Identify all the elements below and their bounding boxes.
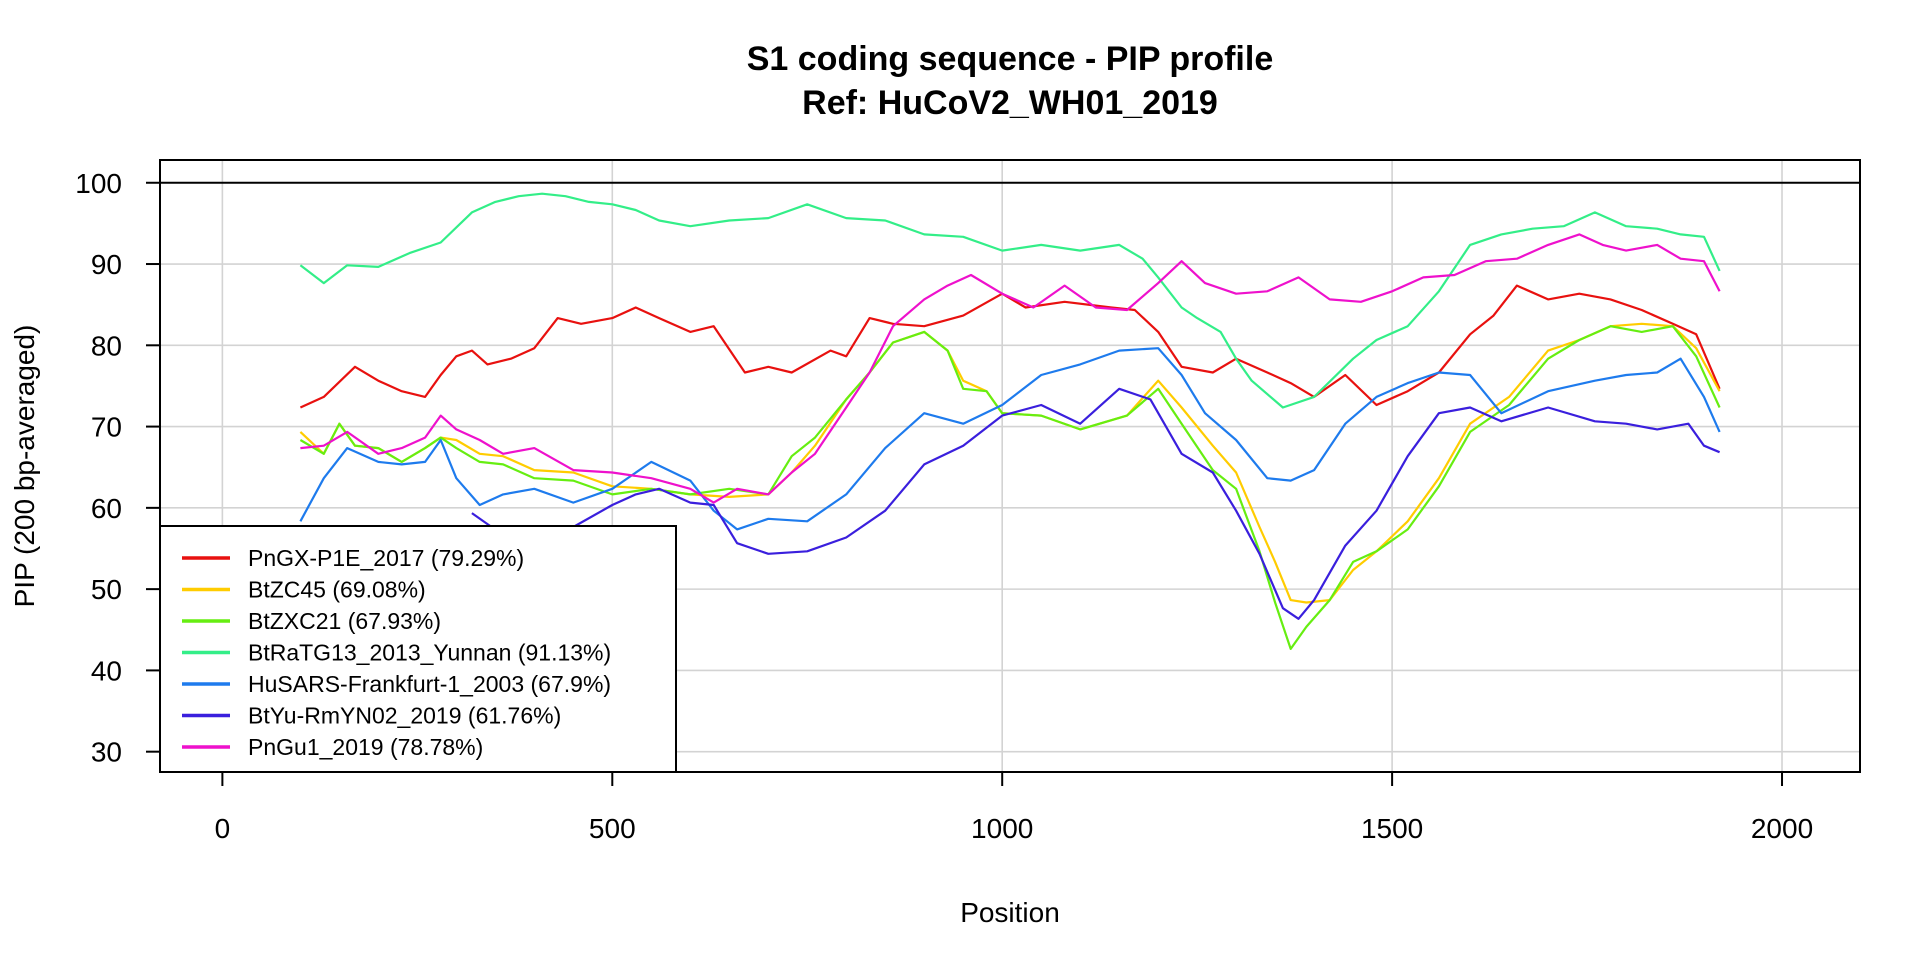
x-tick-label: 1000 bbox=[971, 813, 1033, 844]
y-tick-label: 100 bbox=[75, 168, 122, 199]
x-tick-label: 500 bbox=[589, 813, 636, 844]
y-tick-label: 40 bbox=[91, 655, 122, 686]
x-axis: 0 500 1000 1500 2000 bbox=[215, 772, 1813, 844]
legend-entry: BtRaTG13_2013_Yunnan (91.13%) bbox=[248, 640, 611, 666]
series-line-3 bbox=[299, 325, 1721, 651]
legend-entry: PnGX-P1E_2017 (79.29%) bbox=[248, 545, 524, 571]
chart-subtitle: Ref: HuCoV2_WH01_2019 bbox=[802, 84, 1218, 122]
legend-entry: HuSARS-Frankfurt-1_2003 (67.9%) bbox=[248, 671, 611, 697]
y-tick-label: 60 bbox=[91, 493, 122, 524]
series-line-7 bbox=[300, 233, 1721, 504]
series-line-5 bbox=[299, 347, 1721, 531]
x-axis-label: Position bbox=[960, 897, 1060, 928]
y-tick-label: 50 bbox=[91, 574, 122, 605]
y-axis-label: PIP (200 bp-averaged) bbox=[9, 325, 40, 608]
series-line-1 bbox=[299, 284, 1721, 409]
y-tick-label: 90 bbox=[91, 249, 122, 280]
series-line-4 bbox=[299, 192, 1721, 409]
chart-title: S1 coding sequence - PIP profile bbox=[747, 40, 1274, 78]
x-tick-label: 0 bbox=[215, 813, 231, 844]
series-line-6 bbox=[471, 387, 1721, 620]
y-tick-label: 30 bbox=[91, 737, 122, 768]
legend-entry: BtZC45 (69.08%) bbox=[248, 577, 426, 603]
legend-box bbox=[159, 525, 677, 773]
legend-entry: BtYu-RmYN02_2019 (61.76%) bbox=[248, 703, 561, 729]
legend-entry: PnGu1_2019 (78.78%) bbox=[248, 734, 483, 760]
y-tick-label: 80 bbox=[91, 330, 122, 361]
legend: PnGX-P1E_2017 (79.29%) BtZC45 (69.08%) BtZ… bbox=[159, 525, 677, 773]
x-tick-label: 1500 bbox=[1361, 813, 1423, 844]
series-layer bbox=[299, 192, 1721, 651]
x-tick-label: 2000 bbox=[1751, 813, 1813, 844]
legend-entry: BtZXC21 (67.93%) bbox=[248, 608, 441, 634]
y-axis: 30 40 50 60 70 80 90 100 bbox=[75, 168, 160, 768]
plot-frame bbox=[159, 159, 1861, 773]
y-tick-label: 70 bbox=[91, 412, 122, 443]
